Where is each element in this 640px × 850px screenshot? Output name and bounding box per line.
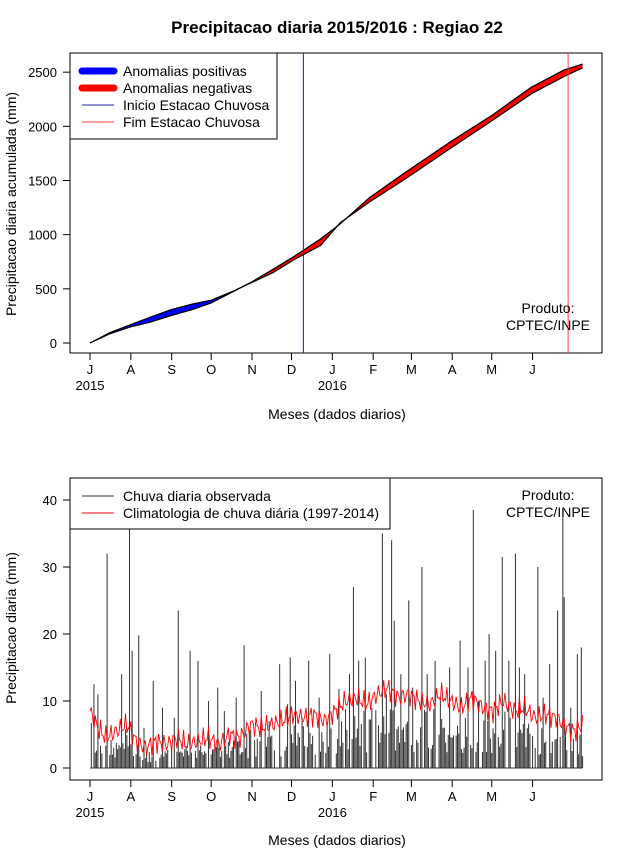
- x-tick-label: J: [87, 362, 94, 377]
- top-y-axis-label: Precipitacao diaria acumulada (mm): [3, 92, 19, 316]
- bottom-y-axis: 0 10 20 30 40: [43, 493, 71, 776]
- legend-label-inicio: Inicio Estacao Chuvosa: [123, 97, 270, 113]
- x-tick-label: A: [448, 362, 457, 377]
- x-tick-label: J: [529, 789, 536, 804]
- legend-label-positive: Anomalias positivas: [123, 63, 247, 79]
- x-tick-label: N: [247, 789, 256, 804]
- x-tick-label: J: [329, 362, 336, 377]
- x-tick-label: M: [486, 789, 497, 804]
- x-tick-label: D: [287, 362, 296, 377]
- y-tick-label: 20: [43, 627, 57, 642]
- x-tick-label: M: [406, 789, 417, 804]
- climatology-line: [89, 679, 584, 756]
- year-label: 2015: [76, 805, 105, 820]
- top-product-label: Produto:: [522, 300, 575, 316]
- bottom-product-label: Produto:: [522, 487, 575, 503]
- x-tick-label: M: [406, 362, 417, 377]
- chart-title: Precipitacao diaria 2015/2016 : Regiao 2…: [171, 18, 503, 37]
- y-tick-label: 10: [43, 694, 57, 709]
- x-tick-label: D: [287, 789, 296, 804]
- y-tick-label: 2500: [28, 65, 57, 80]
- positive-anomaly-area: [90, 286, 243, 343]
- y-tick-label: 0: [50, 761, 57, 776]
- y-tick-label: 2000: [28, 119, 57, 134]
- x-tick-label: S: [167, 789, 176, 804]
- y-tick-label: 30: [43, 560, 57, 575]
- x-tick-label: F: [369, 789, 377, 804]
- year-label: 2016: [318, 805, 347, 820]
- legend-label-climatology: Climatologia de chuva diária (1997-2014): [123, 505, 379, 521]
- x-tick-label: J: [329, 789, 336, 804]
- y-tick-label: 1500: [28, 173, 57, 188]
- top-legend-box: [69, 52, 278, 140]
- climatology-daily-line: [89, 679, 584, 756]
- x-tick-label: A: [448, 789, 457, 804]
- legend-label-fim: Fim Estacao Chuvosa: [123, 114, 260, 130]
- top-x-axis-label: Meses (dados diarios): [268, 406, 406, 422]
- year-label: 2016: [318, 378, 347, 393]
- observed-accumulated-line: [89, 67, 583, 344]
- bottom-legend: Chuva diaria observada Climatologia de c…: [69, 477, 391, 530]
- x-tick-label: F: [369, 362, 377, 377]
- x-tick-label: O: [206, 789, 216, 804]
- y-tick-label: 40: [43, 493, 57, 508]
- x-tick-label: J: [87, 789, 94, 804]
- top-legend: Anomalias positivas Anomalias negativas …: [69, 52, 278, 140]
- climatology-accumulated-line: [89, 63, 583, 344]
- bottom-y-axis-label: Precipitacao diaria (mm): [3, 552, 19, 704]
- top-y-axis: 0 500 1000 1500 2000 2500: [28, 65, 71, 351]
- x-tick-label: O: [206, 362, 216, 377]
- year-label: 2015: [76, 378, 105, 393]
- x-tick-label: N: [247, 362, 256, 377]
- accumulated-lines: [89, 63, 583, 344]
- y-tick-label: 500: [35, 282, 57, 297]
- season-markers: [302, 53, 569, 353]
- x-tick-label: S: [167, 362, 176, 377]
- x-tick-label: A: [126, 789, 135, 804]
- x-tick-label: J: [529, 362, 536, 377]
- y-tick-label: 1000: [28, 228, 57, 243]
- bottom-product-source: CPTEC/INPE: [506, 504, 590, 520]
- negative-anomaly-area: [242, 225, 338, 287]
- bottom-x-axis-label: Meses (dados diarios): [268, 832, 406, 848]
- x-tick-label: A: [126, 362, 135, 377]
- daily-rain-bars: [90, 493, 584, 769]
- top-product-source: CPTEC/INPE: [506, 317, 590, 333]
- x-tick-label: M: [486, 362, 497, 377]
- bottom-legend-box: [69, 477, 391, 530]
- negative-anomaly-area: [346, 64, 583, 219]
- y-tick-label: 0: [50, 336, 57, 351]
- legend-label-negative: Anomalias negativas: [123, 80, 252, 96]
- legend-label-observed: Chuva diaria observada: [123, 488, 271, 504]
